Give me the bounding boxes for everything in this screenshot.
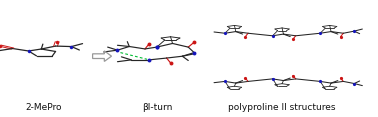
Text: βI-turn: βI-turn xyxy=(142,103,172,112)
Text: 2-MePro: 2-MePro xyxy=(25,103,62,112)
Text: polyproline II structures: polyproline II structures xyxy=(228,103,335,112)
